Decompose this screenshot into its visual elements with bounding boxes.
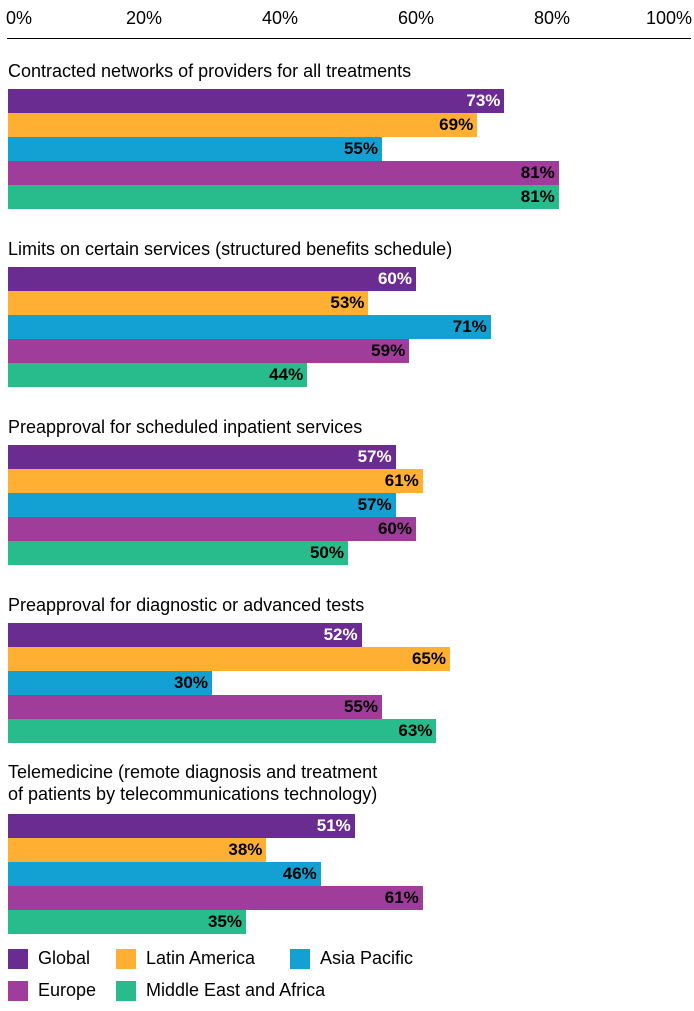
data-label: 81% <box>520 163 555 182</box>
legend-label: Middle East and Africa <box>146 980 326 1000</box>
data-label: 60% <box>377 519 412 538</box>
bar <box>8 910 246 934</box>
bar <box>8 623 362 647</box>
data-label: 46% <box>282 864 317 883</box>
bar <box>8 185 559 209</box>
legend-item: Global <box>8 948 90 969</box>
legend-item: Latin America <box>116 948 255 969</box>
category-label: Telemedicine (remote diagnosis and treat… <box>8 762 378 804</box>
data-label: 44% <box>269 365 304 384</box>
data-label: 57% <box>357 495 392 514</box>
data-label: 81% <box>520 187 555 206</box>
legend-item: Middle East and Africa <box>116 980 325 1001</box>
bar <box>8 363 308 387</box>
legend-label: Global <box>38 948 91 968</box>
data-label: 73% <box>466 91 501 110</box>
bar <box>8 113 478 137</box>
data-label: 61% <box>384 471 419 490</box>
bar <box>8 517 416 541</box>
data-label: 57% <box>357 447 392 466</box>
data-label: 38% <box>228 840 263 859</box>
legend-swatch <box>116 948 136 969</box>
x-tick-label: 20% <box>125 8 163 28</box>
bar <box>8 291 369 315</box>
data-label: 69% <box>439 115 474 134</box>
bar <box>8 137 382 161</box>
data-label: 55% <box>343 139 378 158</box>
category-label: Preapproval for scheduled inpatient serv… <box>8 417 363 437</box>
bar <box>8 161 559 185</box>
category-label: Limits on certain services (structured b… <box>8 239 453 259</box>
bar <box>8 814 355 838</box>
bar <box>8 89 505 113</box>
legend-item: Asia Pacific <box>290 948 413 969</box>
data-label: 52% <box>323 625 358 644</box>
bar <box>8 493 396 517</box>
category-label: Preapproval for diagnostic or advanced t… <box>8 595 365 615</box>
data-label: 63% <box>398 721 433 740</box>
data-label: 60% <box>377 269 412 288</box>
data-label: 71% <box>452 317 487 336</box>
data-label: 61% <box>384 888 419 907</box>
data-label: 35% <box>207 912 242 931</box>
bar <box>8 445 396 469</box>
bar <box>8 339 410 363</box>
bar <box>8 862 321 886</box>
data-label: 30% <box>173 673 208 692</box>
legend-label: Asia Pacific <box>320 948 414 968</box>
x-tick-label: 0% <box>6 8 33 28</box>
bar <box>8 541 348 565</box>
legend-swatch <box>8 948 28 969</box>
x-axis-line <box>7 38 691 39</box>
data-label: 59% <box>371 341 406 360</box>
data-label: 50% <box>309 543 344 562</box>
data-label: 55% <box>343 697 378 716</box>
bar <box>8 695 382 719</box>
legend-label: Latin America <box>146 948 256 968</box>
bar <box>8 315 491 339</box>
bar <box>8 647 450 671</box>
data-label: 51% <box>316 816 351 835</box>
category-label: Contracted networks of providers for all… <box>8 61 412 81</box>
bar <box>8 838 267 862</box>
legend-label: Europe <box>38 980 97 1000</box>
data-label: 53% <box>330 293 365 312</box>
legend-swatch <box>8 980 28 1001</box>
x-tick-label: 100% <box>645 8 692 28</box>
bar <box>8 469 423 493</box>
bar <box>8 267 416 291</box>
bar <box>8 886 423 910</box>
legend-swatch <box>116 980 136 1001</box>
x-tick-label: 40% <box>261 8 299 28</box>
x-tick-label: 60% <box>397 8 435 28</box>
legend-item: Europe <box>8 980 96 1001</box>
bar <box>8 719 437 743</box>
x-tick-label: 80% <box>533 8 571 28</box>
data-label: 65% <box>411 649 446 668</box>
bar <box>8 671 212 695</box>
legend-swatch <box>290 948 310 969</box>
